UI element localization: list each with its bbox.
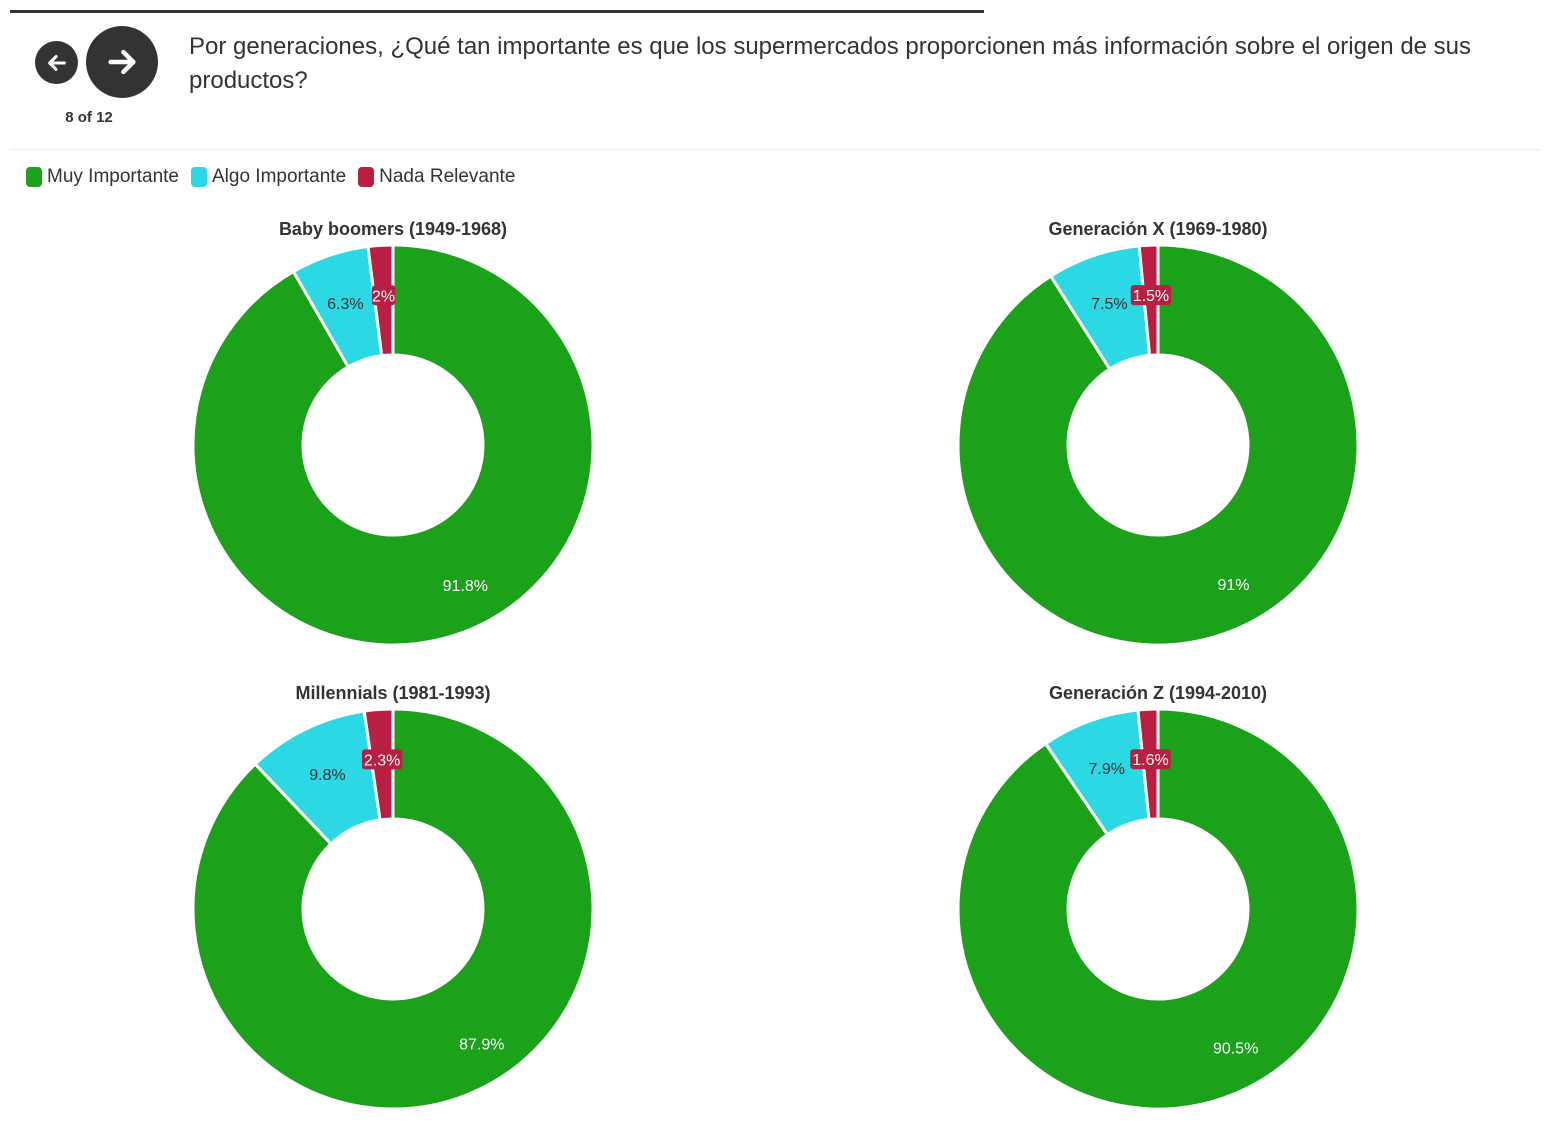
- slice-label: 6.3%: [327, 296, 363, 313]
- chart-title: Generación Z (1994-2010): [1049, 683, 1267, 703]
- slice-label: 91.8%: [443, 578, 488, 595]
- slice-muy-importante[interactable]: [956, 243, 1360, 647]
- data-label: 91%: [1217, 577, 1249, 594]
- data-label: 7.9%: [1089, 761, 1125, 778]
- donut-chart: Baby boomers (1949-1968) 91.8% 6.3% 2%: [191, 219, 595, 647]
- legend-item-muy-importante[interactable]: Muy Importante: [26, 166, 179, 188]
- donut-chart: Generación X (1969-1980) 91% 7.5% 1.5%: [956, 219, 1360, 647]
- label-background: [371, 285, 396, 306]
- slice-muy-importante[interactable]: [191, 243, 595, 647]
- chart-title: Generación X (1969-1980): [1048, 219, 1267, 239]
- data-label: 6.3%: [327, 296, 363, 313]
- slice-label: 7.9%: [1089, 761, 1125, 778]
- data-label: 87.9%: [459, 1037, 504, 1054]
- data-label: 90.5%: [1213, 1041, 1258, 1058]
- data-label: 1.5%: [1133, 288, 1169, 305]
- next-button[interactable]: [86, 26, 158, 98]
- slide-counter: 8 of 12: [65, 109, 113, 126]
- arrow-left-icon: [47, 54, 66, 71]
- slice-label: 1.6%: [1130, 749, 1171, 770]
- data-label: 2%: [372, 288, 395, 305]
- data-label: 1.6%: [1132, 752, 1168, 769]
- previous-button[interactable]: [35, 41, 78, 84]
- legend: Muy Importante Algo Importante Nada Rele…: [26, 166, 527, 188]
- legend-label: Nada Relevante: [379, 166, 516, 187]
- label-background: [1130, 285, 1172, 306]
- chart-title: Millennials (1981-1993): [295, 683, 490, 703]
- question-title: Por generaciones, ¿Qué tan importante es…: [189, 33, 1472, 94]
- chart-title: Baby boomers (1949-1968): [279, 219, 507, 239]
- legend-label: Muy Importante: [47, 166, 179, 187]
- slice-label: 2.3%: [361, 749, 403, 770]
- label-background: [1130, 749, 1171, 770]
- progress-bar: [10, 10, 984, 13]
- data-label: 2.3%: [364, 752, 400, 769]
- arrow-right-icon: [108, 49, 136, 75]
- legend-swatch: [26, 167, 42, 187]
- slice-muy-importante[interactable]: [191, 707, 595, 1111]
- legend-item-algo-importante[interactable]: Algo Importante: [191, 166, 346, 188]
- data-label: 91.8%: [443, 578, 488, 595]
- donut-chart: Generación Z (1994-2010) 90.5% 7.9% 1.6%: [956, 683, 1360, 1111]
- donut-chart: Millennials (1981-1993) 87.9% 9.8% 2.3%: [191, 683, 595, 1111]
- legend-label: Algo Importante: [212, 166, 347, 187]
- data-label: 7.5%: [1091, 296, 1127, 313]
- divider: [10, 149, 1540, 150]
- slice-label: 1.5%: [1130, 285, 1172, 306]
- slice-label: 87.9%: [459, 1037, 504, 1054]
- slice-label: 9.8%: [309, 767, 345, 784]
- slice-label: 90.5%: [1213, 1041, 1258, 1058]
- legend-swatch: [358, 167, 375, 187]
- label-background: [361, 749, 403, 770]
- slice-muy-importante[interactable]: [956, 707, 1360, 1111]
- legend-swatch: [191, 167, 207, 187]
- slice-label: 91%: [1217, 577, 1249, 594]
- legend-item-nada-relevante[interactable]: Nada Relevante: [358, 166, 515, 188]
- data-label: 9.8%: [309, 767, 345, 784]
- slice-label: 2%: [371, 285, 396, 306]
- slice-label: 7.5%: [1091, 296, 1127, 313]
